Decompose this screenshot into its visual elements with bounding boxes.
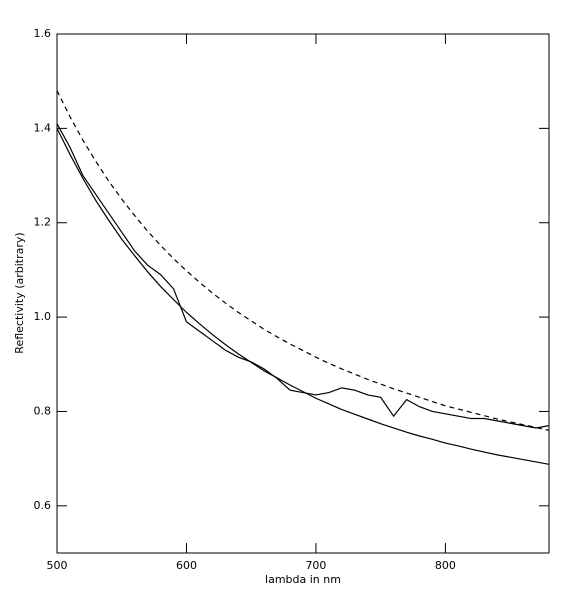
y-tick-label: 1.2 [34, 216, 52, 229]
series-line [56, 128, 550, 465]
y-tick-label: 1.0 [34, 310, 52, 323]
series-line [56, 90, 550, 431]
x-axis-label: lambda in nm [265, 573, 341, 586]
y-axis-label: Reflectivity (arbitrary) [13, 232, 26, 353]
x-tick-label: 500 [47, 559, 68, 572]
series-line [56, 123, 550, 429]
y-tick-label: 0.8 [34, 404, 52, 417]
x-tick-label: 700 [305, 559, 326, 572]
x-tick-label: 800 [435, 559, 456, 572]
x-tick-label: 600 [176, 559, 197, 572]
y-tick-label: 1.6 [34, 27, 52, 40]
y-tick-label: 0.6 [34, 499, 52, 512]
y-tick-label: 1.4 [34, 121, 52, 134]
plot-frame [56, 33, 550, 554]
